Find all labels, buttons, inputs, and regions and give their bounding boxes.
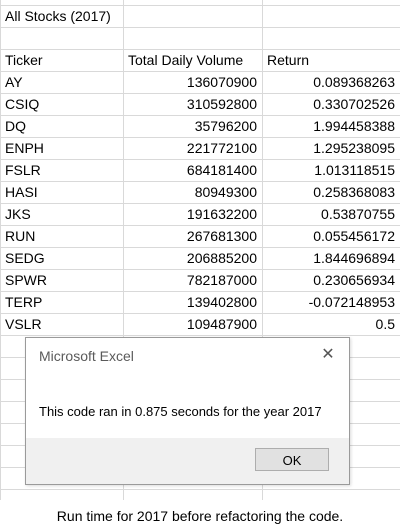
table-cell[interactable]: DQ — [5, 118, 26, 134]
row-gridline — [0, 115, 400, 116]
table-cell[interactable]: FSLR — [5, 162, 41, 178]
table-cell[interactable]: 0.5 — [375, 316, 395, 332]
table-cell[interactable]: AY — [5, 74, 23, 90]
table-cell[interactable]: 0.089368263 — [313, 74, 395, 90]
table-cell[interactable]: 206885200 — [186, 250, 257, 266]
table-cell[interactable]: 35796200 — [194, 118, 257, 134]
row-gridline — [0, 27, 400, 28]
column-header[interactable]: Return — [267, 52, 310, 68]
table-cell[interactable]: 1.295238095 — [313, 140, 395, 156]
table-cell[interactable]: 0.258368083 — [313, 184, 395, 200]
table-cell[interactable]: SPWR — [5, 272, 47, 288]
row-gridline — [0, 247, 400, 248]
table-cell[interactable]: 0.330702526 — [313, 96, 395, 112]
table-cell[interactable]: 310592800 — [186, 96, 257, 112]
column-gridline — [123, 0, 124, 500]
table-cell[interactable]: 109487900 — [186, 316, 257, 332]
table-cell[interactable]: 0.055456172 — [313, 228, 395, 244]
row-gridline — [0, 269, 400, 270]
row-gridline — [0, 313, 400, 314]
row-gridline — [0, 71, 400, 72]
close-icon[interactable]: ✕ — [321, 346, 335, 363]
table-cell[interactable]: VSLR — [5, 316, 42, 332]
table-cell[interactable]: 1.013118515 — [314, 162, 395, 178]
dialog-title: Microsoft Excel — [39, 348, 134, 364]
sheet-title-cell[interactable]: All Stocks (2017) — [5, 8, 111, 24]
table-cell[interactable]: CSIQ — [5, 96, 40, 112]
row-gridline — [0, 159, 400, 160]
row-gridline — [0, 225, 400, 226]
table-cell[interactable]: 782187000 — [186, 272, 257, 288]
table-cell[interactable]: ENPH — [5, 140, 44, 156]
table-cell[interactable]: 0.53870755 — [321, 206, 395, 222]
table-cell[interactable]: 139402800 — [186, 294, 257, 310]
message-dialog: Microsoft Excel ✕ This code ran in 0.875… — [25, 337, 350, 485]
column-header[interactable]: Ticker — [5, 52, 43, 68]
figure-caption: Run time for 2017 before refactoring the… — [56, 508, 344, 524]
table-cell[interactable]: 221772100 — [186, 140, 257, 156]
column-header[interactable]: Total Daily Volume — [128, 52, 244, 68]
table-cell[interactable]: 80949300 — [194, 184, 257, 200]
column-gridline — [0, 0, 1, 500]
table-cell[interactable]: 267681300 — [186, 228, 257, 244]
dialog-footer: OK — [26, 438, 349, 484]
table-cell[interactable]: RUN — [5, 228, 36, 244]
table-cell[interactable]: 1.844696894 — [313, 250, 395, 266]
table-cell[interactable]: 1.994458388 — [313, 118, 395, 134]
table-cell[interactable]: HASI — [5, 184, 38, 200]
row-gridline — [0, 291, 400, 292]
table-cell[interactable]: TERP — [5, 294, 43, 310]
row-gridline — [0, 181, 400, 182]
table-cell[interactable]: 136070900 — [186, 74, 257, 90]
ok-button[interactable]: OK — [255, 448, 329, 471]
table-cell[interactable]: 191632200 — [186, 206, 257, 222]
row-gridline — [0, 49, 400, 50]
table-cell[interactable]: SEDG — [5, 250, 45, 266]
table-cell[interactable]: JKS — [5, 206, 31, 222]
row-gridline — [0, 137, 400, 138]
row-gridline — [0, 5, 400, 6]
row-gridline — [0, 93, 400, 94]
table-cell[interactable]: -0.072148953 — [308, 294, 395, 310]
dialog-message: This code ran in 0.875 seconds for the y… — [39, 404, 322, 419]
table-cell[interactable]: 684181400 — [186, 162, 257, 178]
row-gridline — [0, 203, 400, 204]
row-gridline — [0, 489, 400, 490]
row-gridline — [0, 335, 400, 336]
table-cell[interactable]: 0.230656934 — [313, 272, 395, 288]
column-gridline — [262, 0, 263, 500]
